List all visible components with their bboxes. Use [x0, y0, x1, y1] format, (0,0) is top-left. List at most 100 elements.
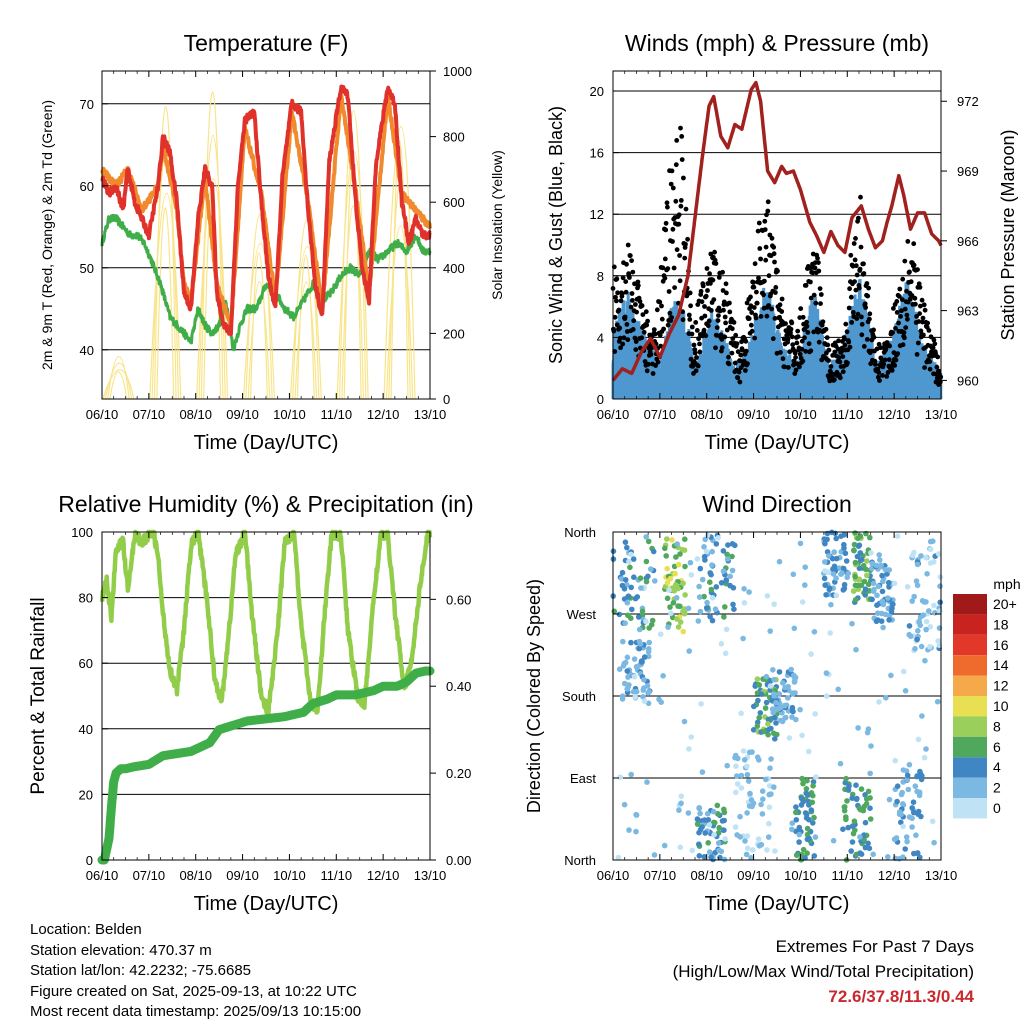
y-tick-label: 80 — [79, 591, 93, 606]
direction-point — [625, 593, 632, 599]
gust-point — [700, 283, 706, 289]
direction-point — [641, 654, 648, 660]
gust-point — [670, 239, 675, 244]
gust-point — [668, 181, 674, 187]
gust-point — [885, 370, 891, 375]
gust-point — [847, 286, 852, 292]
gust-point — [866, 285, 871, 291]
gust-point — [867, 311, 873, 317]
direction-point — [719, 818, 726, 824]
gust-point — [880, 373, 885, 378]
gust-point — [920, 315, 926, 321]
gust-point — [743, 368, 748, 373]
direction-point — [674, 616, 680, 622]
direction-point — [702, 557, 708, 563]
gust-point — [836, 355, 842, 360]
direction-point — [788, 666, 794, 673]
gust-point — [755, 228, 761, 234]
gust-point — [712, 249, 717, 255]
gust-point — [808, 279, 813, 285]
direction-point — [793, 804, 799, 810]
direction-point — [885, 854, 891, 860]
direction-point — [741, 586, 747, 592]
direction-point — [738, 772, 745, 779]
gust-point — [640, 312, 646, 317]
direction-point — [724, 762, 730, 769]
gust-point — [928, 334, 934, 340]
y-axis-label: Direction (Colored By Speed) — [524, 579, 544, 813]
legend-swatch — [953, 696, 987, 717]
direction-point — [854, 795, 860, 802]
gust-point — [706, 318, 712, 324]
direction-point — [918, 553, 924, 559]
gust-point — [716, 313, 721, 318]
direction-point — [748, 797, 755, 803]
direction-point — [785, 695, 791, 701]
gust-point — [914, 352, 920, 357]
direction-point — [767, 628, 773, 634]
direction-point — [657, 631, 664, 637]
direction-point — [909, 805, 915, 811]
gust-point — [765, 199, 771, 205]
gust-point — [671, 265, 677, 271]
wind-speed-marks — [611, 279, 943, 399]
gust-point — [736, 369, 742, 375]
gust-point — [744, 300, 750, 306]
humidity-line — [99, 529, 433, 718]
direction-point — [918, 813, 924, 820]
direction-point — [876, 552, 882, 558]
direction-point — [616, 611, 623, 618]
gust-point — [882, 357, 888, 363]
gust-point — [758, 314, 764, 319]
direction-point — [626, 827, 632, 833]
gust-point — [798, 306, 804, 311]
direction-point — [789, 708, 796, 714]
direction-point — [823, 592, 829, 598]
direction-point — [811, 629, 818, 635]
direction-point — [806, 816, 812, 823]
direction-point — [891, 580, 898, 587]
gust-point — [696, 336, 701, 342]
direction-point — [636, 638, 643, 645]
direction-point — [898, 819, 904, 826]
direction-point — [796, 839, 802, 845]
direction-point — [911, 593, 917, 600]
gust-point — [738, 352, 744, 358]
direction-point — [751, 703, 757, 710]
gust-point — [812, 265, 818, 271]
gust-point — [631, 318, 637, 324]
gust-point — [844, 329, 850, 335]
direction-point — [767, 683, 774, 689]
gust-point — [894, 310, 900, 315]
x-tick-label: 12/10 — [878, 407, 911, 422]
gust-point — [665, 204, 670, 210]
gust-point — [641, 329, 647, 335]
gust-point — [893, 357, 899, 363]
legend-swatch — [953, 777, 987, 798]
gust-point — [658, 343, 664, 349]
x-axis-label: Time (Day/UTC) — [705, 432, 850, 454]
extremes-title: Extremes For Past 7 Days — [775, 937, 974, 956]
gust-point — [852, 257, 858, 263]
gust-point — [804, 323, 810, 329]
direction-point — [879, 572, 885, 579]
gust-point — [871, 334, 877, 340]
gust-point — [669, 315, 674, 320]
direction-point — [746, 749, 753, 756]
gust-point — [678, 203, 684, 209]
direction-point — [804, 836, 811, 843]
direction-point — [709, 562, 715, 568]
gust-point — [852, 279, 857, 284]
gust-point — [803, 348, 809, 354]
legend-label: 18 — [993, 616, 1009, 632]
direction-point — [808, 807, 815, 813]
direction-point — [852, 597, 859, 603]
direction-point — [643, 534, 649, 540]
direction-point — [733, 763, 739, 769]
gust-point — [815, 255, 820, 261]
direction-point — [900, 802, 907, 808]
direction-point — [864, 558, 870, 564]
gust-point — [791, 358, 797, 364]
direction-point — [896, 809, 903, 815]
